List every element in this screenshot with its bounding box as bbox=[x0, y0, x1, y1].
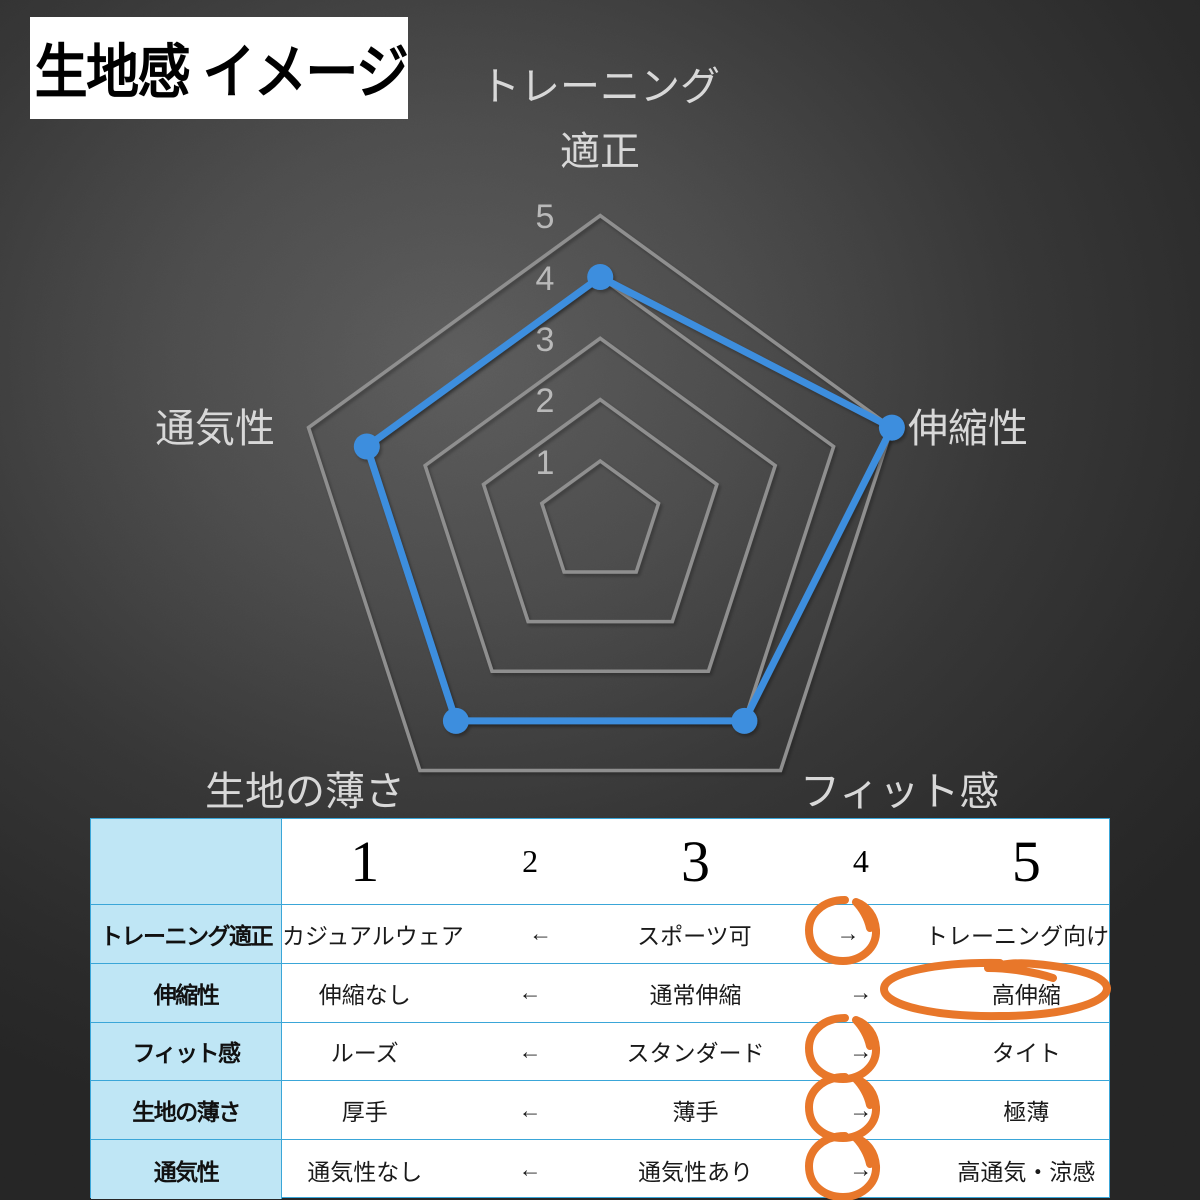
svg-text:適正: 適正 bbox=[560, 130, 640, 174]
svg-text:伸縮性: 伸縮性 bbox=[908, 407, 1028, 451]
svg-text:2: 2 bbox=[536, 382, 555, 420]
svg-text:トレーニング: トレーニング bbox=[480, 65, 720, 109]
svg-text:フィット感: フィット感 bbox=[800, 770, 999, 814]
svg-text:1: 1 bbox=[536, 444, 555, 482]
svg-text:4: 4 bbox=[536, 260, 555, 298]
svg-text:生地の薄さ: 生地の薄さ bbox=[205, 770, 405, 814]
svg-text:通気性: 通気性 bbox=[155, 407, 275, 451]
svg-text:3: 3 bbox=[536, 321, 555, 359]
svg-text:5: 5 bbox=[536, 198, 555, 236]
